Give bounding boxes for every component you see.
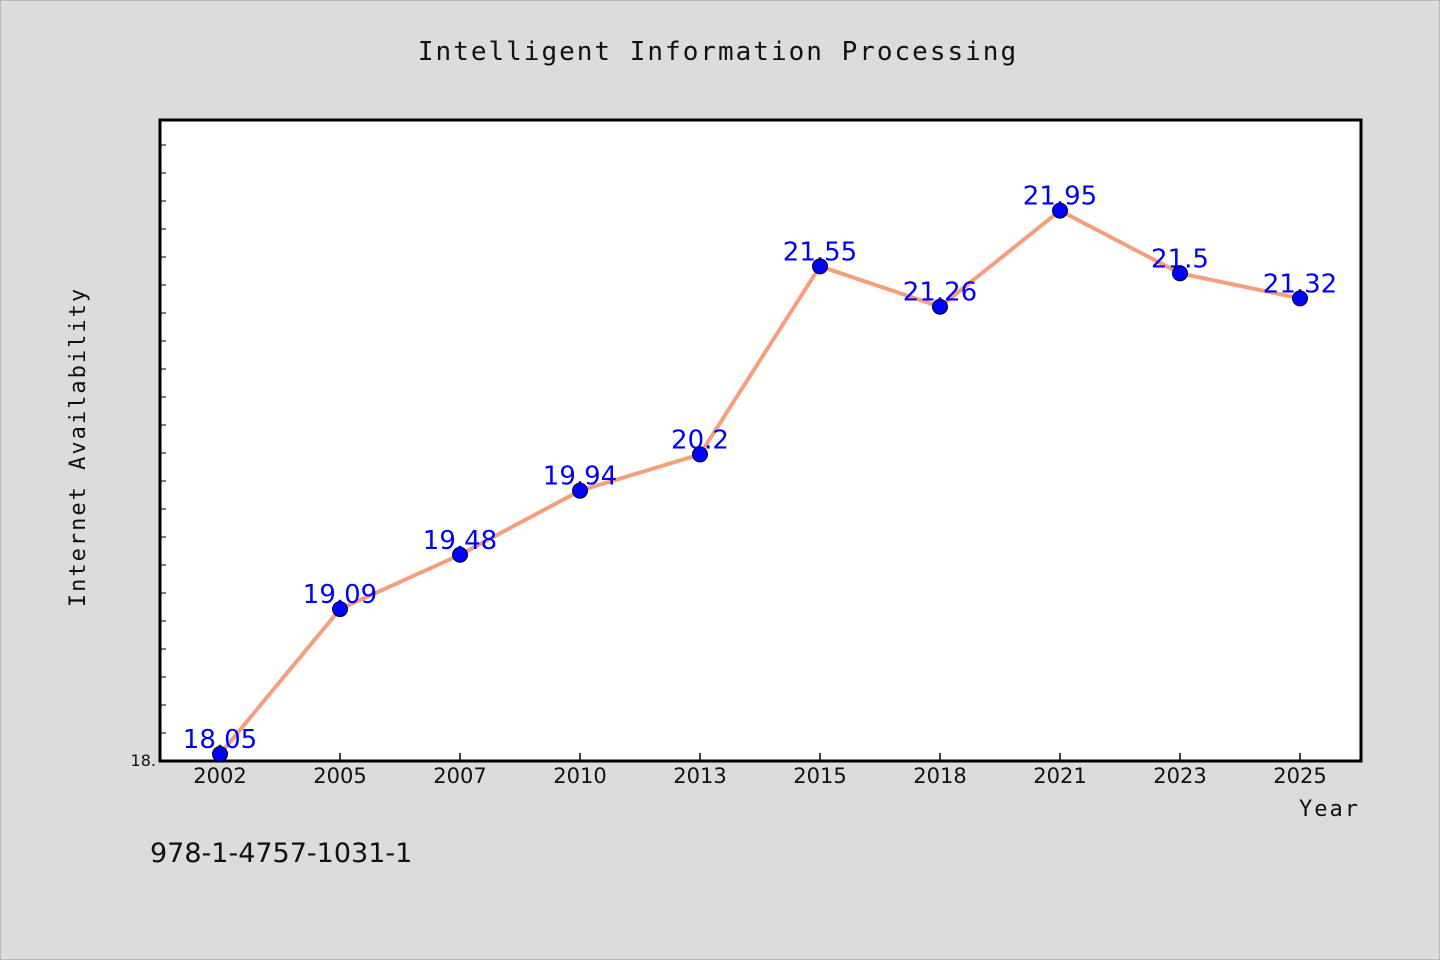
data-point <box>572 482 588 499</box>
y-axis-label: Internet Availability <box>66 287 91 607</box>
chart-title: Intelligent Information Processing <box>418 37 1018 67</box>
data-markers <box>212 202 1308 763</box>
x-tick-label: 2021 <box>1033 764 1086 788</box>
data-point <box>332 601 348 618</box>
data-point <box>452 546 468 563</box>
series-line <box>218 208 1301 756</box>
data-point <box>692 446 708 463</box>
data-point <box>812 258 828 275</box>
x-tick-label: 2005 <box>313 764 366 788</box>
x-tick-label: 2002 <box>193 764 246 788</box>
data-point <box>1172 265 1188 282</box>
isbn-footer: 978-1-4757-1031-1 <box>150 838 412 869</box>
x-tick-label: 2023 <box>1153 764 1206 788</box>
y-minor-ticks <box>160 144 166 734</box>
x-tick-label: 2025 <box>1273 764 1326 788</box>
x-tick-label: 2007 <box>433 764 486 788</box>
x-tick-label: 2010 <box>553 764 606 788</box>
x-tick-label: 2018 <box>913 764 966 788</box>
x-ticks <box>219 753 1301 761</box>
data-point <box>212 746 228 763</box>
x-tick-labels: 2002 2005 2007 2010 2013 2015 2018 2021 2023 2025 <box>193 764 1326 788</box>
data-point <box>1292 290 1308 307</box>
x-tick-label: 2015 <box>793 764 846 788</box>
x-axis-label: Year <box>1299 797 1360 822</box>
plot-area <box>158 118 1363 763</box>
data-point <box>1052 202 1068 219</box>
y-tick-label-min: 18. <box>131 751 156 770</box>
x-tick-label: 2013 <box>673 764 726 788</box>
data-point <box>932 298 948 315</box>
